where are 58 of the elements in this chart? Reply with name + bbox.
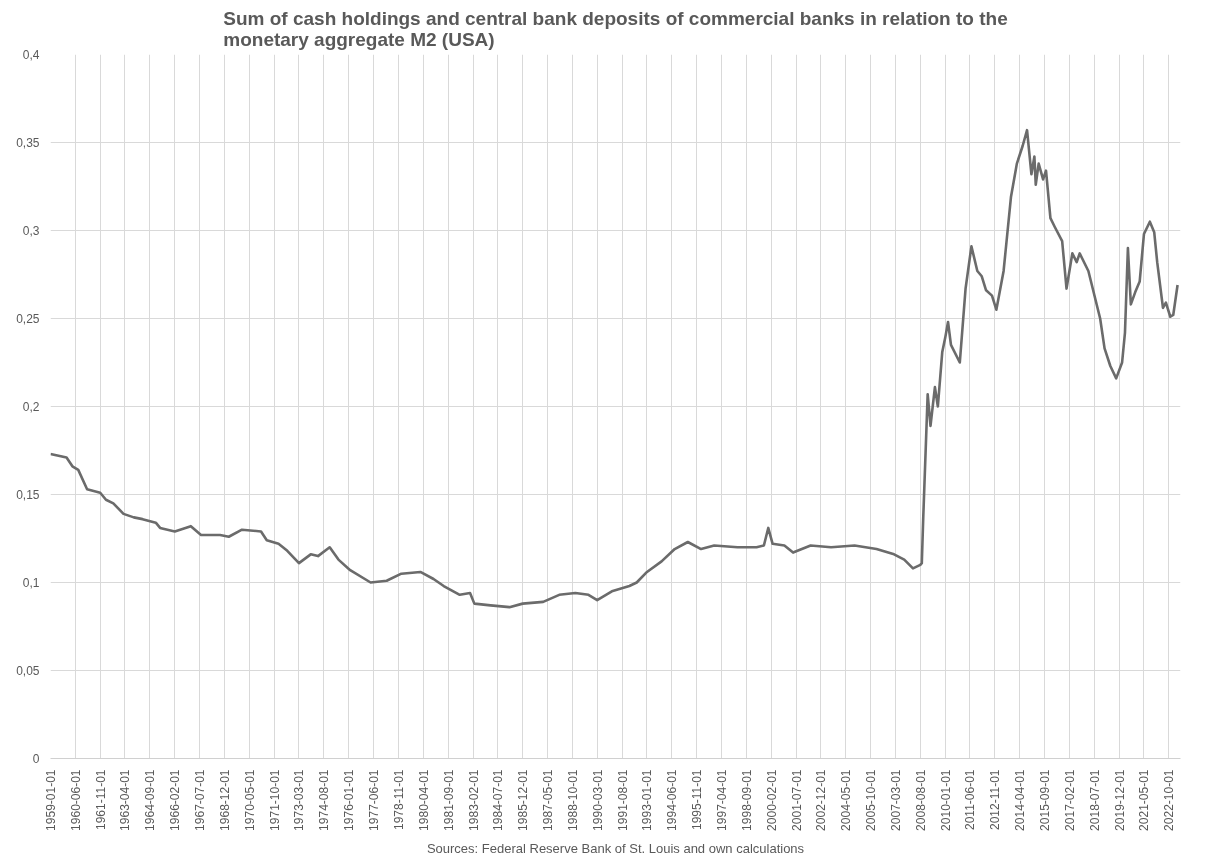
y-tick-label: 0,35 bbox=[16, 136, 40, 150]
x-tick-label: 1971-10-01 bbox=[267, 769, 282, 831]
x-tick-label: 1978-11-01 bbox=[391, 769, 406, 830]
x-tick-label: 2005-10-01 bbox=[864, 769, 879, 831]
x-tick-label: 2012-11-01 bbox=[988, 769, 1003, 830]
x-tick-label: 1976-01-01 bbox=[342, 769, 357, 831]
source-note: Sources: Federal Reserve Bank of St. Louis and own calculations bbox=[426, 840, 805, 856]
x-tick-label: 1967-07-01 bbox=[193, 769, 208, 831]
y-tick-label: 0,25 bbox=[16, 312, 40, 326]
x-tick-label: 1984-07-01 bbox=[491, 769, 506, 831]
x-tick-label: 1988-10-01 bbox=[565, 769, 580, 831]
x-tick-label: 2002-12-01 bbox=[814, 769, 829, 831]
y-tick-label: 0,3 bbox=[22, 224, 40, 238]
x-tick-label: 1998-09-01 bbox=[739, 769, 754, 831]
x-tick-label: 1980-04-01 bbox=[416, 769, 431, 831]
x-tick-label: 1995-11-01 bbox=[690, 769, 705, 830]
x-tick-label: 2008-08-01 bbox=[913, 769, 928, 831]
x-tick-label: 2019-12-01 bbox=[1112, 769, 1127, 831]
x-tick-label: 2004-05-01 bbox=[839, 769, 854, 831]
x-tick-label: 1977-06-01 bbox=[367, 769, 382, 831]
x-tick-label: 2014-04-01 bbox=[1013, 769, 1028, 831]
chart-title: Sum of cash holdings and central bank deposits of commercial banks in relation to the monetary aggregate M2 (USA) bbox=[223, 7, 1008, 50]
x-tick-label: 2018-07-01 bbox=[1087, 769, 1102, 831]
x-tick-label: 2021-05-01 bbox=[1137, 769, 1152, 831]
x-tick-label: 1985-12-01 bbox=[516, 769, 531, 831]
x-tick-label: 1966-02-01 bbox=[168, 769, 183, 831]
x-tick-label: 2007-03-01 bbox=[888, 769, 903, 831]
x-tick-label: 1964-09-01 bbox=[143, 769, 158, 831]
x-tick-label: 1961-11-01 bbox=[93, 769, 108, 830]
x-tick-label: 1991-08-01 bbox=[615, 769, 630, 831]
x-tick-label: 2000-02-01 bbox=[764, 769, 779, 831]
x-tick-label: 1981-09-01 bbox=[441, 769, 456, 831]
line-series bbox=[50, 128, 1179, 609]
x-tick-label: 1990-03-01 bbox=[590, 769, 605, 831]
x-tick-label: 1973-03-01 bbox=[292, 769, 307, 831]
x-tick-label: 1974-08-01 bbox=[317, 769, 332, 831]
y-tick-label: 0,2 bbox=[22, 400, 40, 414]
y-tick-label: 0,4 bbox=[22, 48, 40, 62]
x-tick-label: 2022-10-01 bbox=[1162, 769, 1177, 831]
x-tick-label: 2010-01-01 bbox=[938, 769, 953, 831]
y-tick-label: 0,05 bbox=[16, 664, 40, 678]
y-tick-label: 0,1 bbox=[22, 576, 40, 590]
x-tick-label: 1993-01-01 bbox=[640, 769, 655, 831]
x-tick-label: 2017-02-01 bbox=[1063, 769, 1077, 831]
x-tick-label: 1983-02-01 bbox=[466, 769, 481, 831]
x-tick-label: 1970-05-01 bbox=[242, 769, 257, 831]
x-tick-label: 1963-04-01 bbox=[118, 769, 133, 831]
x-tick-label: 1968-12-01 bbox=[217, 769, 232, 831]
x-tick-label: 1960-06-01 bbox=[68, 769, 83, 831]
x-tick-label: 2011-06-01 bbox=[963, 769, 978, 830]
y-tick-label: 0,15 bbox=[16, 488, 40, 502]
x-tick-label: 1987-05-01 bbox=[540, 769, 555, 831]
x-tick-label: 1997-04-01 bbox=[714, 769, 729, 831]
x-tick-label: 2015-09-01 bbox=[1038, 769, 1053, 831]
x-tick-label: 2001-07-01 bbox=[789, 769, 804, 831]
y-tick-label: 0 bbox=[32, 752, 40, 766]
x-tick-label: 1959-01-01 bbox=[44, 769, 58, 831]
x-tick-label: 1994-06-01 bbox=[665, 769, 680, 831]
